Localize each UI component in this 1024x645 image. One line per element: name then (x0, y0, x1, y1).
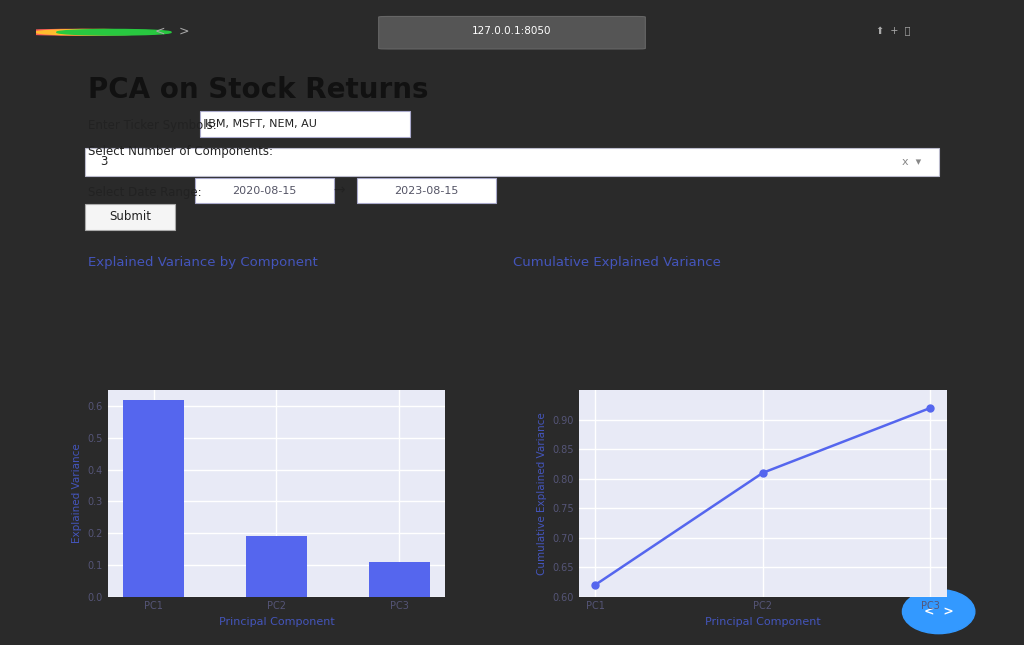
Text: 2020-08-15: 2020-08-15 (232, 186, 297, 195)
Text: Cumulative Explained Variance: Cumulative Explained Variance (513, 255, 721, 269)
Text: PCA on Stock Returns: PCA on Stock Returns (88, 76, 429, 104)
Text: 3: 3 (100, 155, 108, 168)
Circle shape (15, 30, 129, 35)
FancyBboxPatch shape (200, 111, 410, 137)
Text: >: > (178, 25, 188, 38)
X-axis label: Principal Component: Principal Component (218, 617, 335, 627)
Text: Explained Variance by Component: Explained Variance by Component (88, 255, 317, 269)
Text: IBM, MSFT, NEM, AU: IBM, MSFT, NEM, AU (206, 119, 317, 129)
Text: Submit: Submit (110, 210, 152, 223)
Text: Select Number of Components:: Select Number of Components: (88, 146, 273, 159)
Circle shape (36, 30, 151, 35)
Bar (123, 400, 184, 597)
Text: <  >: < > (924, 605, 953, 618)
Text: <: < (155, 25, 165, 38)
Text: x  ▾: x ▾ (902, 157, 922, 166)
Y-axis label: Explained Variance: Explained Variance (72, 444, 82, 543)
Text: Select Date Range:: Select Date Range: (88, 186, 202, 199)
Text: ⬆  +  ⧉: ⬆ + ⧉ (876, 26, 910, 36)
Text: 2023-08-15: 2023-08-15 (394, 186, 459, 195)
Text: →: → (333, 184, 344, 198)
Text: Enter Ticker Symbols:: Enter Ticker Symbols: (88, 119, 217, 132)
X-axis label: Principal Component: Principal Component (705, 617, 821, 627)
Bar (246, 536, 307, 597)
FancyBboxPatch shape (85, 204, 175, 230)
Circle shape (902, 590, 975, 633)
Bar (369, 562, 430, 597)
FancyBboxPatch shape (379, 17, 645, 49)
Y-axis label: Cumulative Explained Variance: Cumulative Explained Variance (537, 412, 547, 575)
Circle shape (56, 30, 171, 35)
Text: 127.0.0.1:8050: 127.0.0.1:8050 (472, 26, 552, 36)
FancyBboxPatch shape (85, 148, 939, 176)
FancyBboxPatch shape (195, 178, 334, 204)
FancyBboxPatch shape (356, 178, 496, 204)
